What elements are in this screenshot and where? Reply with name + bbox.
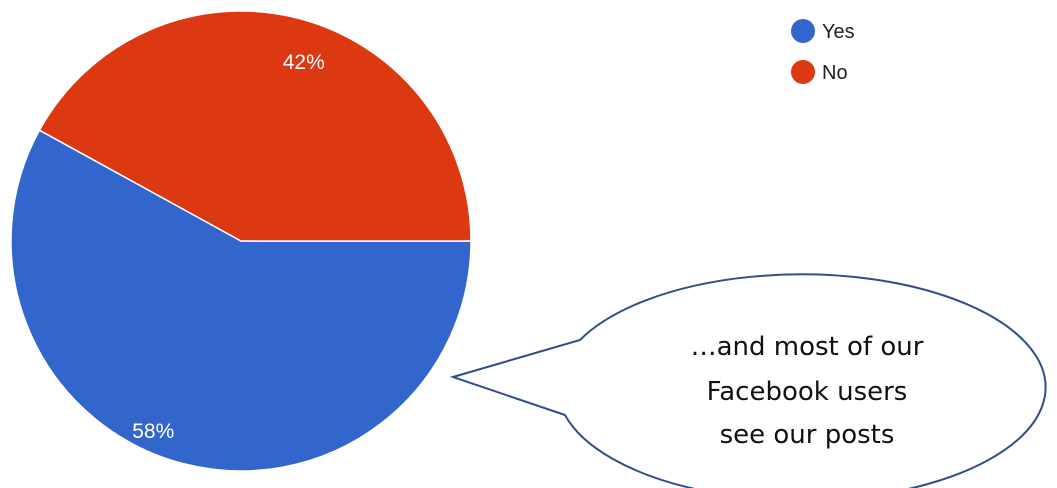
slice-label-no: 42% bbox=[283, 51, 325, 74]
legend-swatch-no bbox=[791, 60, 815, 84]
legend-item-no: No bbox=[791, 60, 848, 84]
legend-label-no: No bbox=[822, 62, 848, 84]
callout-line-1: …and most of our bbox=[691, 332, 924, 362]
slice-labels: 58% 42% bbox=[132, 51, 325, 443]
pie-slice-yes bbox=[10, 129, 472, 472]
legend: Yes No bbox=[791, 19, 855, 84]
legend-label-yes: Yes bbox=[822, 21, 855, 43]
legend-swatch-yes bbox=[791, 19, 815, 43]
pie-slice-no bbox=[38, 10, 472, 242]
slice-label-yes: 58% bbox=[132, 420, 174, 443]
pie-chart bbox=[10, 10, 472, 472]
callout-line-2: Facebook users bbox=[707, 377, 908, 407]
speech-bubble-callout: …and most of our Facebook users see our … bbox=[449, 273, 1047, 488]
callout-line-3: see our posts bbox=[720, 420, 895, 450]
speech-bubble-shape bbox=[449, 273, 1047, 488]
legend-item-yes: Yes bbox=[791, 19, 855, 43]
